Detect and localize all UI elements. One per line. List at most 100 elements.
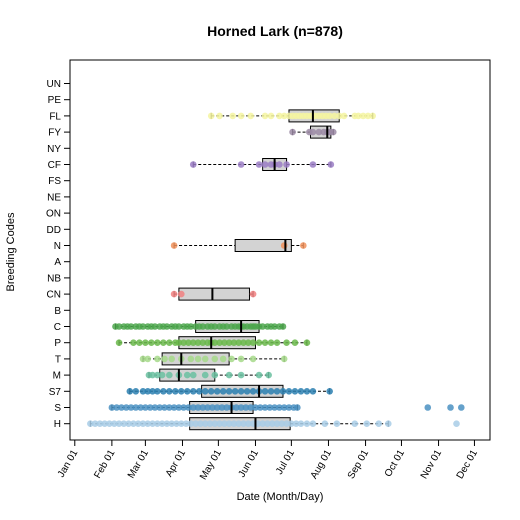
data-point: [213, 404, 221, 411]
data-point: [219, 388, 227, 395]
data-point: [259, 323, 266, 330]
x-tick-label: Oct 01: [383, 448, 407, 479]
data-point: [237, 404, 245, 411]
data-point: [132, 404, 140, 411]
y-tick-label: S: [54, 403, 61, 414]
data-point: [185, 339, 192, 347]
data-point: [139, 355, 147, 363]
data-point: [271, 404, 278, 411]
data-point: [276, 161, 283, 168]
data-point: [209, 404, 216, 411]
data-point: [359, 112, 367, 120]
data-point: [249, 388, 257, 395]
data-point: [166, 404, 173, 411]
data-point: [151, 404, 159, 411]
data-point: [201, 355, 209, 363]
data-point: [207, 112, 215, 120]
data-point: [187, 355, 195, 363]
box-group-s7: [126, 384, 333, 398]
x-tick-label: Feb 01: [92, 448, 117, 481]
data-point: [139, 388, 147, 395]
data-point: [291, 388, 299, 395]
data-point: [256, 404, 264, 411]
data-point: [309, 420, 317, 428]
data-point: [267, 112, 275, 120]
data-point: [457, 404, 465, 411]
data-point: [264, 420, 271, 428]
data-point: [154, 355, 161, 363]
data-point: [197, 420, 204, 428]
data-point: [237, 371, 245, 379]
data-point: [369, 112, 377, 120]
y-tick-label: C: [54, 322, 61, 333]
y-tick-label: FL: [49, 111, 61, 122]
data-point: [132, 388, 140, 395]
box-group-c: [112, 320, 287, 333]
data-point: [268, 420, 276, 428]
data-point: [201, 388, 209, 395]
data-point: [309, 161, 317, 168]
data-point: [170, 290, 178, 298]
data-point: [175, 339, 183, 347]
data-point: [280, 355, 288, 363]
data-point: [213, 388, 221, 395]
data-point: [453, 420, 460, 428]
data-point: [194, 339, 202, 347]
data-point: [303, 388, 311, 395]
y-tick-label: B: [54, 306, 61, 317]
data-point: [230, 420, 238, 428]
data-point: [199, 339, 207, 347]
data-point: [171, 388, 179, 395]
y-tick-label: UN: [47, 79, 61, 90]
box-group-s: [108, 401, 465, 414]
data-point: [216, 112, 223, 120]
data-point: [211, 323, 219, 330]
y-tick-label: NY: [47, 144, 61, 155]
data-point: [294, 404, 301, 411]
data-point: [160, 339, 167, 347]
data-point: [144, 355, 152, 363]
data-point: [154, 339, 161, 347]
data-point: [180, 404, 187, 411]
x-tick-label: Mar 01: [126, 448, 151, 481]
data-point: [249, 339, 257, 347]
data-point: [113, 404, 120, 411]
box-group-t: [139, 352, 288, 366]
data-point: [207, 388, 215, 395]
data-point: [201, 420, 209, 428]
data-point: [340, 112, 348, 120]
data-point: [87, 420, 94, 428]
y-tick-label: A: [54, 257, 61, 268]
data-point: [206, 420, 214, 428]
data-point: [309, 388, 317, 395]
data-point: [255, 371, 263, 379]
data-point: [363, 420, 371, 428]
y-tick-label: FS: [48, 176, 61, 187]
data-point: [161, 355, 168, 363]
data-point: [237, 355, 245, 363]
data-point: [166, 339, 173, 347]
data-point: [331, 112, 338, 120]
data-point: [139, 420, 147, 428]
data-point: [261, 339, 269, 347]
data-point: [201, 371, 209, 379]
x-tick-label: Apr 01: [164, 448, 188, 479]
data-point: [149, 371, 156, 379]
data-point: [189, 388, 197, 395]
data-point: [276, 112, 283, 120]
data-point: [148, 339, 155, 347]
data-point: [115, 420, 123, 428]
data-point: [168, 355, 176, 363]
data-point: [243, 388, 251, 395]
data-point: [108, 404, 116, 411]
data-point: [134, 420, 142, 428]
data-point: [231, 388, 239, 395]
y-tick-label: N: [54, 241, 61, 252]
data-point: [280, 404, 288, 411]
data-point: [261, 404, 269, 411]
box-group-cf: [189, 158, 335, 171]
data-point: [161, 404, 168, 411]
data-point: [225, 371, 233, 379]
data-point: [151, 323, 159, 330]
y-tick-label: DD: [47, 225, 61, 236]
